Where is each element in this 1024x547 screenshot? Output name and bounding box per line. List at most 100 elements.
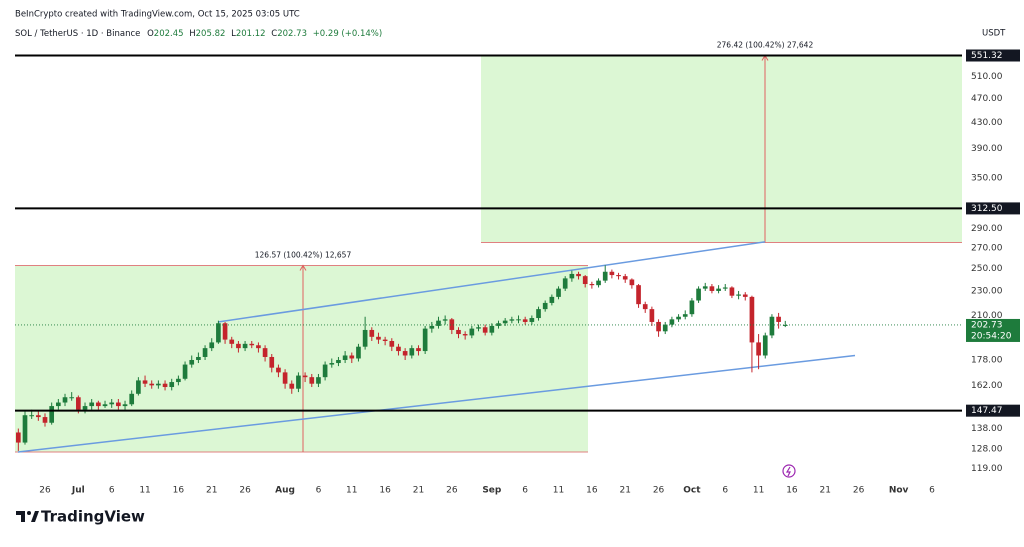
x-tick-label: 6 [722,486,728,496]
credit: BeInCrypto created with TradingView.com,… [15,10,300,20]
x-tick-label: Jul [71,486,85,496]
ohlc-key: O [147,29,154,39]
candle-body [42,417,48,423]
candle-body [422,328,428,352]
arrow-head [299,264,307,271]
candle-body [549,296,555,303]
candle-body [682,314,688,317]
candle-body [282,372,288,384]
candle-body [742,294,748,297]
candle-body [129,393,135,405]
currency: USDT [982,29,1006,39]
candle-body [136,380,141,394]
ohlc-value: 201.12 [236,29,266,39]
y-tick-label: 510.00 [971,72,1003,82]
candle-body [616,275,621,277]
x-tick-label: 6 [522,486,528,496]
y-tick-label: 350.00 [971,173,1003,183]
ohlc-key: C [271,29,277,39]
candle-body [216,323,221,343]
y-tick-label: 290.00 [971,224,1003,234]
candle-body [49,406,55,423]
y-tick-label: 210.00 [971,311,1003,321]
candle-body [509,319,515,321]
level-label: 312.50 [971,204,1003,214]
alert-circle [782,464,796,478]
candle-body [222,323,228,340]
candle-body [309,377,315,384]
price-tag [966,318,1020,342]
channel-line [17,354,856,453]
candle-body [642,304,648,310]
candle-body [109,402,115,405]
candle-body [202,348,208,357]
level-label: 551.32 [971,51,1003,61]
symbol-line: SOL / TetherUS · 1D · Binance O202.45 H2… [15,29,382,39]
candle-body [702,286,708,289]
candle-body [622,276,628,280]
range-box [15,265,588,452]
channel-line [217,241,766,323]
candle-body [329,363,335,365]
candle-body [242,343,248,349]
x-tick-label: 21 [820,486,831,496]
candle-body [249,343,255,346]
candle-body [89,402,95,407]
candle-body [236,343,241,349]
candle-body [469,328,475,336]
x-tick-label: Nov [889,486,909,496]
candle-body [649,309,655,322]
candle-body [569,273,575,279]
x-tick-label: 6 [109,486,115,496]
candle-body [176,378,181,383]
candle-body [69,397,75,399]
candle-body [16,432,21,443]
countdown: 20:54:20 [971,331,1012,341]
candle-body [476,327,481,329]
candle-body [96,402,101,407]
candle-body [342,355,348,360]
candle-body [156,383,161,386]
x-tick-label: 16 [586,486,598,496]
candle-body [429,325,435,329]
x-tick-label: 21 [206,486,217,496]
candle-body [376,336,381,340]
candle-body [669,319,675,325]
candle-body [116,402,121,407]
x-tick-label: 11 [753,486,764,496]
y-tick-label: 390.00 [971,144,1003,154]
x-tick-label: 26 [239,486,251,496]
candle-body [229,339,235,344]
candle-body [169,382,175,388]
ohlc-key: L [231,29,236,39]
candle-body [782,324,788,326]
price-label: 202.73 [971,320,1003,330]
candle-body [502,320,508,324]
candle-body [456,329,461,335]
candle-body [736,294,741,296]
candle-body [542,302,548,310]
x-tick-label: 6 [929,486,935,496]
candle-body [189,359,195,365]
logo-mark [27,511,31,515]
candle-body [29,415,35,417]
candle-body [409,348,415,356]
symbol: SOL / TetherUS · 1D · Binance [15,29,140,39]
candle-body [149,383,155,386]
candle-body [142,380,148,384]
level-tag [966,202,1020,215]
candle-body [382,339,388,342]
candle-body [582,276,588,285]
candle-body [262,348,268,357]
range-label: 276.42 (100.42%) 27,642 [717,41,814,50]
candle-body [356,346,361,359]
brand: TradingView [41,508,145,526]
candle-body [449,319,455,330]
candle-body [596,280,601,286]
candle-body [296,375,301,389]
y-tick-label: 250.00 [971,264,1003,274]
x-tick-label: 21 [619,486,630,496]
candle-body [322,364,328,378]
candle-body [302,375,308,378]
